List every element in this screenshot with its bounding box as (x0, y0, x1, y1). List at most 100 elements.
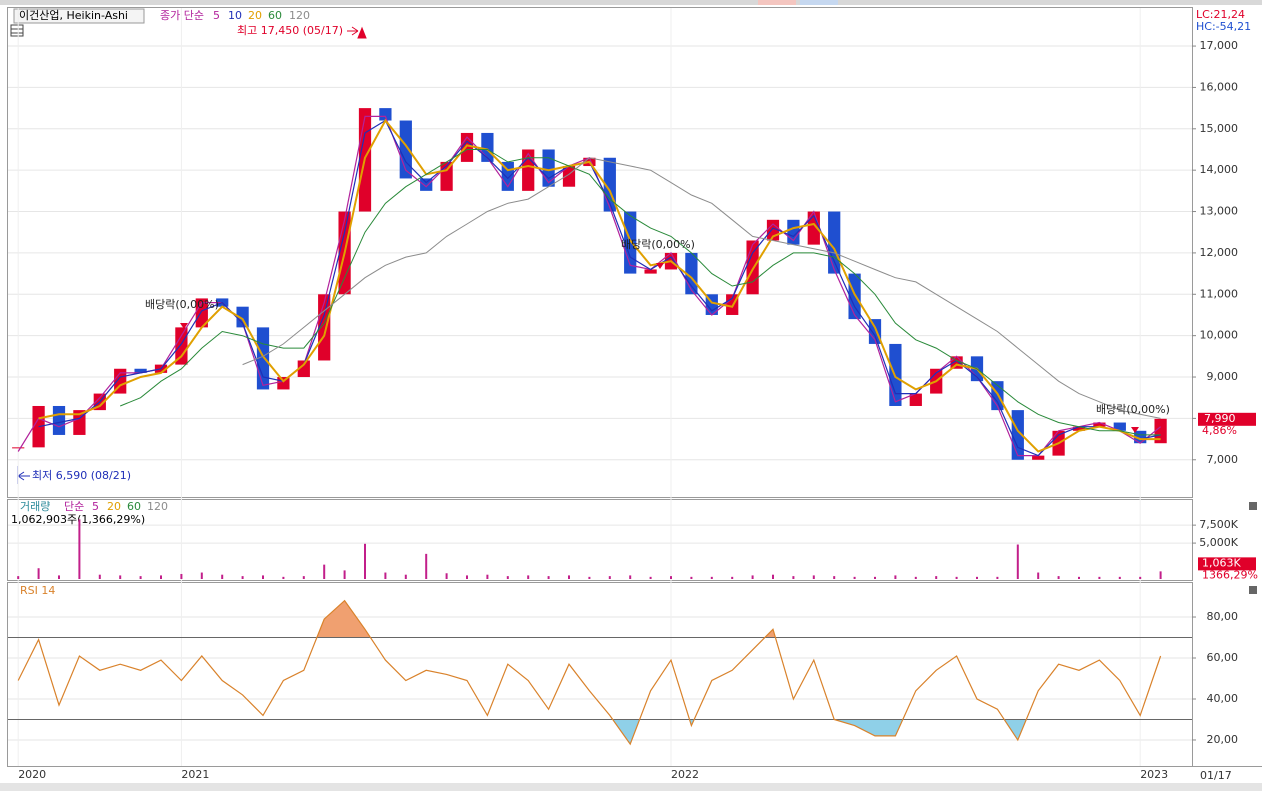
table-icon[interactable] (10, 24, 24, 37)
volume-bar (1159, 571, 1162, 579)
volume-bar (17, 576, 20, 579)
volume-bar (364, 543, 366, 579)
volume-bar (608, 576, 611, 579)
volume-ma-label: 단순 (64, 500, 84, 513)
volume-bar (302, 576, 305, 579)
volume-bar (690, 576, 693, 579)
title-box (13, 8, 145, 24)
x-tick-label: 2020 (18, 768, 46, 781)
volume-bar (78, 519, 81, 579)
candle (542, 149, 555, 187)
dividend-marker (656, 263, 664, 269)
x-tick-label: 2022 (671, 768, 699, 781)
volume-bar (1016, 544, 1019, 579)
volume-bar (649, 576, 652, 579)
y-tick-label: 15,000 (1200, 122, 1239, 135)
volume-bar (955, 576, 958, 579)
ma-line (38, 118, 1161, 453)
volume-bar (670, 576, 672, 579)
candle (297, 360, 310, 378)
dividend-label: 배당락(0,00%) (1096, 403, 1170, 416)
volume-bar (445, 573, 448, 579)
legend-entry: 120 (289, 9, 310, 22)
volume-bar (527, 575, 530, 579)
volume-bar (139, 576, 142, 579)
volume-bar (37, 568, 40, 579)
candle (522, 149, 535, 191)
candle (909, 393, 922, 406)
candle (134, 368, 147, 373)
volume-bar (404, 574, 407, 579)
volume-bar (588, 576, 591, 579)
y-tick-label: 11,000 (1200, 287, 1239, 300)
x-tick-label: 2021 (181, 768, 209, 781)
volume-tag: 1,063K (1202, 556, 1241, 569)
volume-bar (1098, 576, 1101, 579)
y-tick-label: 40,00 (1207, 692, 1239, 705)
volume-bar (1078, 576, 1080, 579)
low-label: 최저 6,590 (08/21) (32, 469, 131, 482)
volume-bar (976, 576, 978, 579)
legend-entry: 5 (213, 9, 220, 22)
candle (195, 298, 208, 328)
volume-bar (751, 575, 754, 579)
volume-ma-period: 120 (147, 500, 168, 513)
volume-bar (262, 575, 264, 579)
volume-bar (568, 575, 570, 579)
y-tick-label: 14,000 (1200, 163, 1239, 176)
x-tick-label: 2023 (1140, 768, 1168, 781)
volume-tag-box (1198, 557, 1256, 571)
volume-bar (935, 576, 938, 579)
candle (1032, 455, 1045, 460)
candle (399, 120, 412, 179)
dividend-marker (1131, 427, 1139, 433)
dividend-marker (180, 323, 188, 329)
volume-ma-period: 20 (107, 500, 121, 513)
last-date-label: 01/17 (1200, 769, 1232, 782)
ma-line (38, 119, 1161, 457)
volume-bar (772, 574, 774, 579)
chart-title: 이건산업, Heikin-Ashi (19, 9, 128, 22)
volume-bar (710, 576, 713, 579)
ma-line (120, 149, 1161, 436)
candle (379, 108, 392, 121)
volume-bar (58, 575, 60, 579)
candle (1113, 422, 1126, 431)
toolbar-button[interactable] (800, 0, 838, 5)
legend-entry: 60 (268, 9, 282, 22)
status-strip (0, 783, 1262, 791)
y-tick-label: 80,00 (1207, 610, 1239, 623)
volume-bar (1037, 572, 1040, 579)
volume-bar (486, 574, 489, 579)
rsi-line (17, 599, 1162, 746)
price-tag-box (1198, 412, 1256, 426)
volume-bar (160, 575, 162, 579)
volume-bar (119, 575, 122, 579)
dividend-label: 배당락(0,00%) (145, 298, 219, 311)
y-tick-label: 10,000 (1200, 329, 1239, 342)
volume-bar (894, 575, 897, 579)
candle (1093, 422, 1106, 427)
toolbar-strip (0, 0, 1262, 5)
volume-bar (506, 576, 509, 579)
y-tick-label: 12,000 (1200, 246, 1239, 259)
candle (420, 178, 433, 191)
close-button[interactable] (1249, 502, 1257, 510)
volume-bar (914, 576, 917, 579)
volume-bar (98, 574, 101, 579)
close-button[interactable] (1249, 586, 1257, 594)
volume-bar (323, 564, 326, 579)
rsi-oversold-fill (18, 719, 1161, 745)
y-tick-label: 5,000K (1199, 536, 1238, 549)
volume-bar (384, 572, 387, 579)
y-tick-label: 13,000 (1200, 205, 1239, 218)
lc-label: LC:21,24 (1196, 8, 1245, 21)
volume-bar (180, 573, 183, 579)
candle (236, 306, 249, 328)
toolbar-button[interactable] (758, 0, 796, 5)
volume-bar (466, 575, 468, 579)
candle (1154, 418, 1167, 444)
y-tick-label: 9,000 (1207, 370, 1239, 383)
volume-bar (1139, 576, 1142, 579)
